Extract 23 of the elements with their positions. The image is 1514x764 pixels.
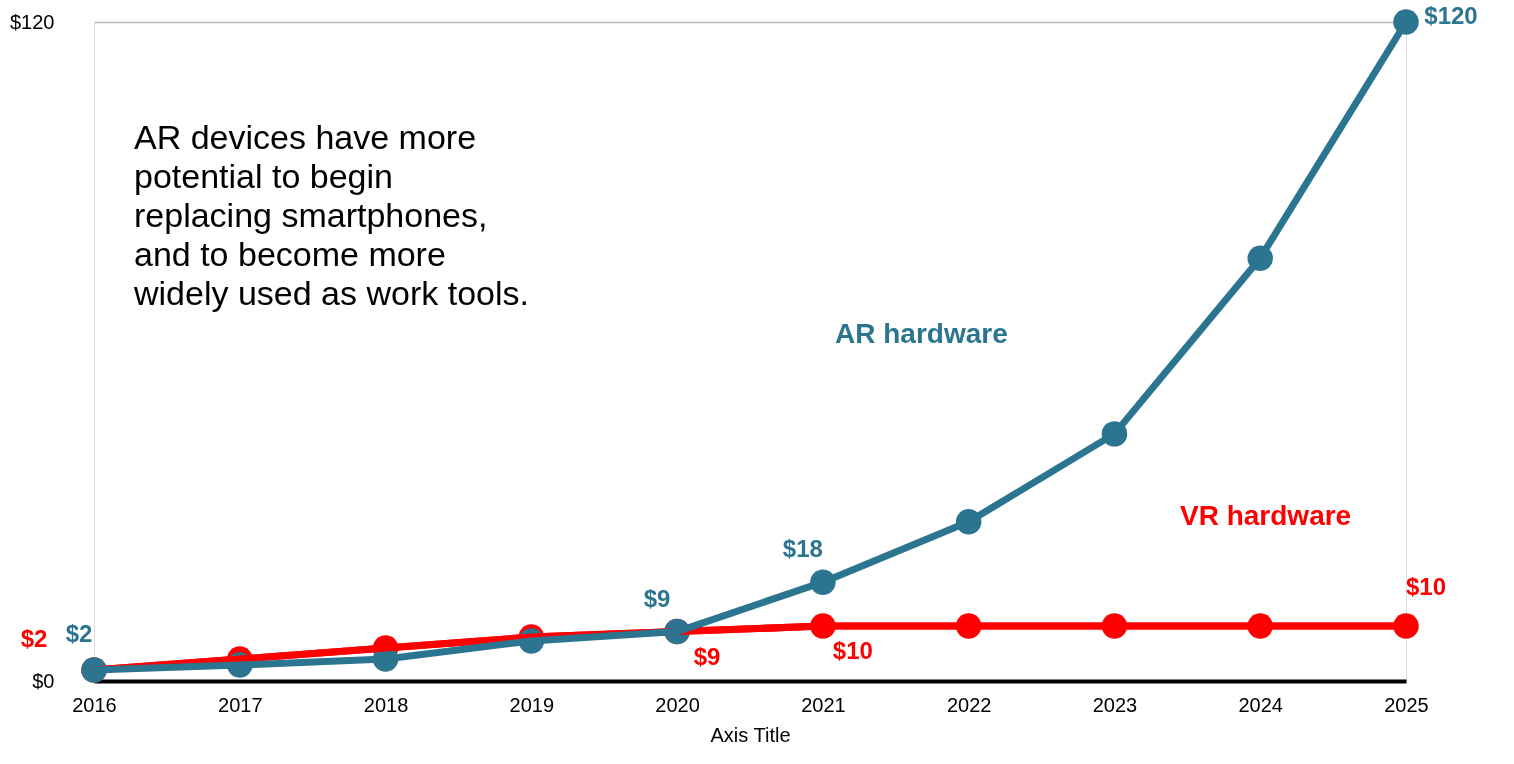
x-tick-label: 2019: [509, 693, 555, 716]
data-label: $2: [20, 625, 48, 653]
text: AR hardware: [835, 318, 1008, 349]
x-tick-label: 2025: [1384, 693, 1429, 716]
x-tick-label: 2024: [1238, 693, 1283, 716]
data-label: $2: [65, 620, 93, 648]
x-tick-label: 2020: [655, 693, 700, 716]
x-tick-label: 2018: [363, 693, 409, 716]
data-label: $10: [832, 637, 873, 665]
x-tick-label: 2022: [946, 693, 992, 716]
x-tick-label: 2021: [801, 693, 846, 716]
data-label: $18: [782, 535, 823, 563]
data-label: $10: [1405, 573, 1447, 601]
data-label: $120: [1424, 2, 1478, 29]
data-label: $9: [643, 584, 671, 612]
x-tick-label: 2017: [218, 693, 263, 716]
y-tick-label: $0: [32, 669, 55, 692]
x-tick-label: 2016: [72, 693, 117, 716]
text: VR hardware: [1180, 500, 1352, 531]
x-axis-title: Axis Title: [710, 723, 791, 746]
data-label: $9: [693, 642, 721, 670]
x-tick-label: 2023: [1092, 693, 1138, 716]
annotation: AR devices have more potential to begin replacing smartphones, and to become more widely used as work tools.: [133, 118, 529, 312]
